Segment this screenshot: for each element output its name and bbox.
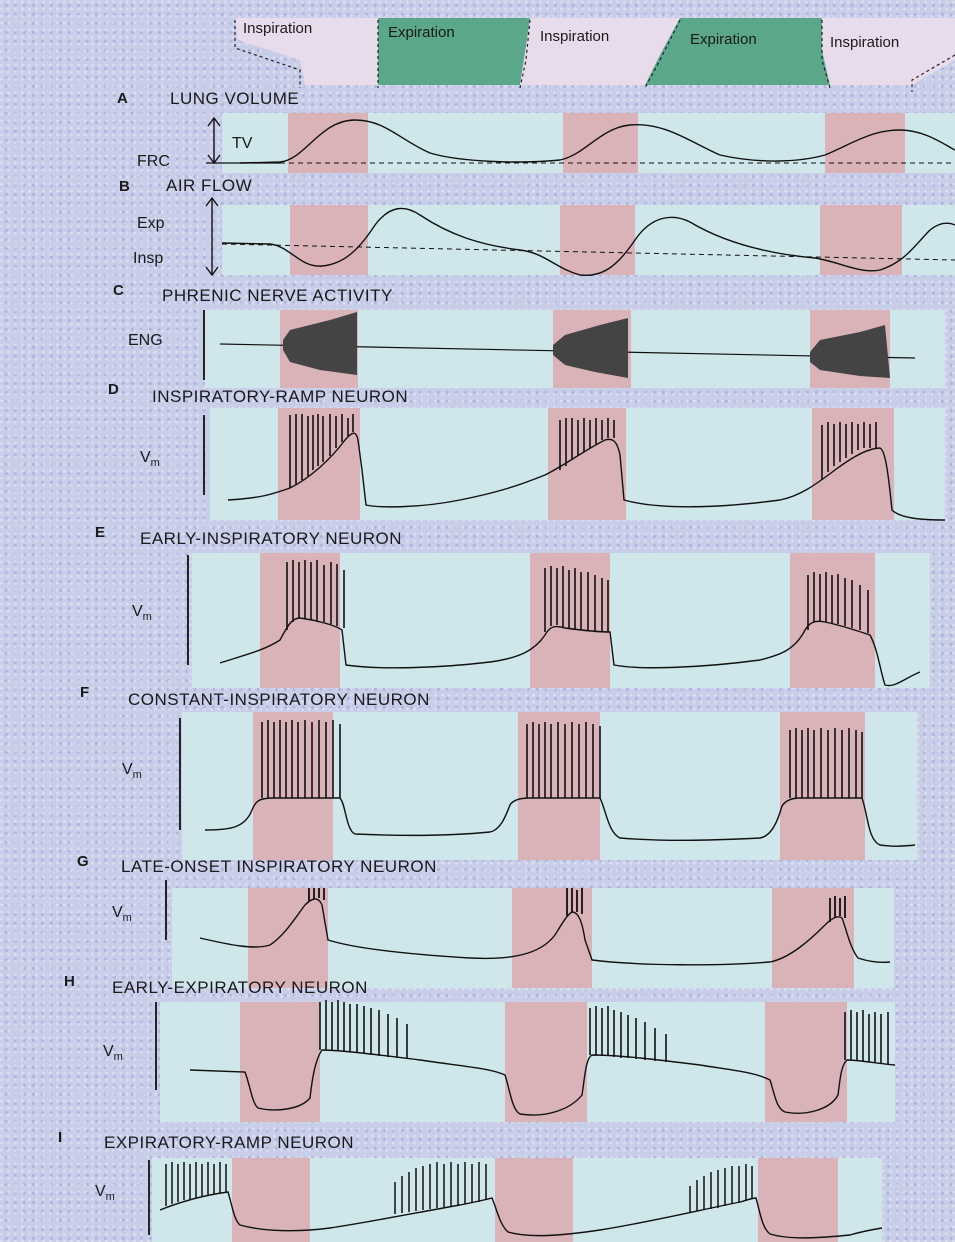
panel-f: F CONSTANT-INSPIRATORY NEURON Vm xyxy=(80,684,917,860)
panel-b-title: AIR FLOW xyxy=(166,176,252,195)
panel-c-eng-label: ENG xyxy=(128,332,163,349)
panel-e-inspiration-band-1 xyxy=(260,553,340,688)
phase-header-inspiration-3-shape xyxy=(822,18,955,85)
panel-f-inspiration-band-2 xyxy=(518,712,600,860)
panel-f-letter: F xyxy=(80,684,89,701)
panel-c-burst-3 xyxy=(810,325,890,378)
panel-a: A LUNG VOLUME TV FRC xyxy=(117,89,955,173)
panel-c-burst-1 xyxy=(283,312,357,375)
panel-d-vm-label: Vm xyxy=(140,449,160,469)
panel-a-tv-label: TV xyxy=(232,135,253,152)
panel-g-inspiration-band-1 xyxy=(248,888,328,988)
panel-g-title: LATE-ONSET INSPIRATORY NEURON xyxy=(121,857,437,876)
panel-h-inspiration-band-1 xyxy=(240,1002,320,1122)
panel-h-inspiration-band-2 xyxy=(505,1002,587,1122)
panel-h: H EARLY-EXPIRATORY NEURON Vm xyxy=(64,973,896,1122)
panel-h-trace xyxy=(189,1049,896,1116)
panel-c-letter: C xyxy=(113,282,124,299)
panel-f-inspiration-band-1 xyxy=(253,712,333,860)
panel-d-inspiration-band-2 xyxy=(548,408,626,520)
phase-header-inspiration-2-shape xyxy=(520,18,680,85)
panel-g: G LATE-ONSET INSPIRATORY NEURON Vm xyxy=(77,853,894,988)
panel-e: E EARLY-INSPIRATORY NEURON Vm xyxy=(95,524,930,688)
panel-a-inspiration-band-2 xyxy=(563,113,638,173)
panel-a-trace xyxy=(239,119,955,164)
panel-c-burst-2 xyxy=(553,318,628,378)
panel-f-vm-label: Vm xyxy=(122,761,142,781)
panel-i-inspiration-band-3 xyxy=(758,1158,838,1242)
panel-b-letter: B xyxy=(119,178,130,195)
panel-a-title: LUNG VOLUME xyxy=(170,89,299,108)
panel-b-insp-label: Insp xyxy=(133,250,163,267)
phase-label-2: Expiration xyxy=(388,24,455,41)
phase-label-4: Expiration xyxy=(690,31,757,48)
panel-a-inspiration-band-1 xyxy=(288,113,368,173)
panel-b-exp-label: Exp xyxy=(137,215,165,232)
panel-d-inspiration-band-3 xyxy=(812,408,894,520)
panel-h-title: EARLY-EXPIRATORY NEURON xyxy=(112,978,368,997)
panel-d-title: INSPIRATORY-RAMP NEURON xyxy=(152,387,408,406)
panel-i-letter: I xyxy=(58,1129,62,1146)
panel-f-inspiration-band-3 xyxy=(780,712,865,860)
panel-d-letter: D xyxy=(108,381,119,398)
panel-b-inspiration-band-1 xyxy=(290,205,368,275)
panel-a-frc-label: FRC xyxy=(137,153,170,170)
panel-i-trace xyxy=(159,1191,883,1239)
phase-header-expiration-2-shape xyxy=(645,18,830,85)
panel-e-vm-label: Vm xyxy=(132,603,152,623)
panel-d-trace xyxy=(227,432,946,521)
panel-d: D INSPIRATORY-RAMP NEURON Vm xyxy=(108,381,946,521)
panel-i-inspiration-band-1 xyxy=(232,1158,310,1242)
panel-f-title: CONSTANT-INSPIRATORY NEURON xyxy=(128,690,430,709)
panel-d-inspiration-band-1 xyxy=(278,408,360,520)
phase-label-1: Inspiration xyxy=(243,20,312,37)
panel-b-inspiration-band-2 xyxy=(560,205,635,275)
panel-a-inspiration-band-3 xyxy=(825,113,905,173)
panel-g-vm-label: Vm xyxy=(112,904,132,924)
panel-g-inspiration-band-3 xyxy=(772,888,854,988)
phase-label-5: Inspiration xyxy=(830,34,899,51)
phase-header-expiration-1-shape xyxy=(378,18,530,85)
panel-b-inspiration-band-3 xyxy=(820,205,902,275)
phase-header-inspiration-1-shape xyxy=(235,18,378,85)
panel-e-inspiration-band-2 xyxy=(530,553,610,688)
panel-e-title: EARLY-INSPIRATORY NEURON xyxy=(140,529,402,548)
panel-i-title: EXPIRATORY-RAMP NEURON xyxy=(104,1133,354,1152)
panel-i-inspiration-band-2 xyxy=(495,1158,573,1242)
panel-i: I EXPIRATORY-RAMP NEURON Vm xyxy=(58,1129,883,1242)
phase-label-3: Inspiration xyxy=(540,28,609,45)
panel-b-trace xyxy=(221,207,955,277)
panel-g-letter: G xyxy=(77,853,89,870)
panel-c-title: PHRENIC NERVE ACTIVITY xyxy=(162,286,393,305)
panel-c: C PHRENIC NERVE ACTIVITY ENG xyxy=(113,282,945,388)
panel-e-letter: E xyxy=(95,524,105,541)
panel-e-trace xyxy=(219,617,921,687)
phase-header: Inspiration Expiration Inspiration Expir… xyxy=(234,18,955,92)
panel-b: B AIR FLOW Exp Insp xyxy=(119,176,955,277)
panel-h-letter: H xyxy=(64,973,75,990)
panel-a-letter: A xyxy=(117,90,128,107)
panel-i-vm-label: Vm xyxy=(95,1183,115,1203)
panel-h-vm-label: Vm xyxy=(103,1043,123,1063)
